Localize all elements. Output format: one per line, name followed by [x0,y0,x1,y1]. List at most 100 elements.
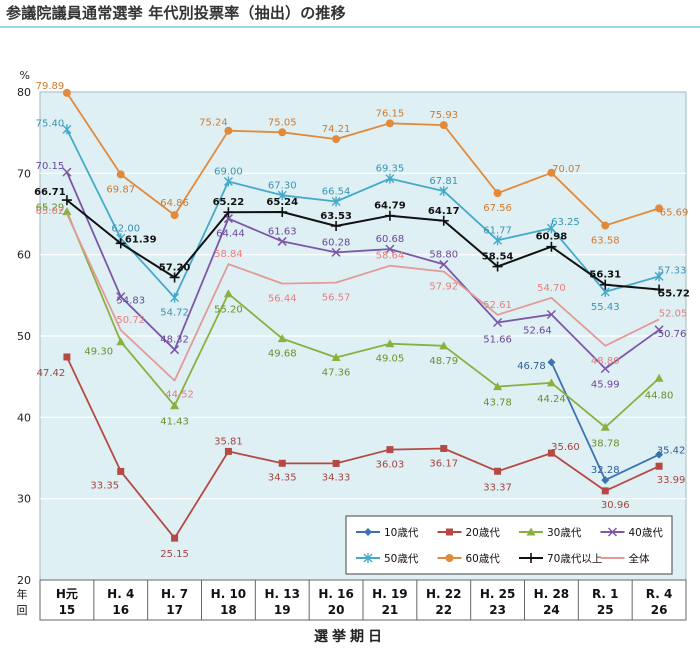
data-label: 75.93 [429,110,458,121]
page-title: 参議院議員通常選挙 年代別投票率（抽出）の推移 [6,4,346,22]
series-line [66,356,660,539]
data-point-triangle [62,207,72,216]
data-label: 74.21 [322,124,351,135]
data-label: 48.80 [591,356,620,367]
data-point-circle [439,121,448,130]
data-point-triangle [546,378,556,387]
series-line [66,129,660,299]
data-point-square [224,447,232,455]
data-label: 65.22 [213,197,245,208]
data-label: 44.24 [537,394,566,405]
x-tick-year: H元 [56,587,78,601]
data-label: 38.78 [591,438,620,449]
data-point-x [62,167,72,177]
x-tick-year: H. 25 [480,587,515,601]
x-tick-year: H. 19 [372,587,407,601]
data-label: 45.99 [591,380,620,391]
data-point-star [493,235,503,246]
data-label: 30.96 [601,500,630,511]
data-point-circle [224,126,233,135]
data-label: 54.72 [160,308,189,319]
data-point-x [607,527,618,537]
data-point-triangle [170,401,180,410]
data-label: 69.00 [214,166,243,177]
data-label: 32.28 [591,465,620,476]
legend-box [345,515,673,575]
data-label: 48.79 [429,356,458,367]
data-point-triangle [331,352,341,361]
data-point-square [547,449,555,457]
data-point-triangle [385,339,395,348]
data-point-plus [492,261,503,272]
data-label: 46.78 [517,361,546,372]
data-label: 60.68 [376,234,405,245]
data-label: 61.77 [483,225,512,236]
data-label: 55.20 [214,305,243,316]
data-point-square [386,446,394,454]
data-label: 55.43 [591,302,620,313]
legend-item: 70歳代以上 [519,553,602,565]
data-label: 58.84 [214,249,243,260]
legend-item: 40歳代 [600,527,664,539]
data-point-triangle [526,527,536,536]
data-point-circle [278,128,287,137]
data-label: 51.66 [483,334,512,345]
series-60歳代: 79.89 69.87 64.86 75.24 75.05 74.21 76.15 75.93… [36,81,689,247]
data-point-square [63,353,71,361]
data-label: 57.33 [658,265,687,276]
data-point-circle [116,170,125,179]
data-label: 57.20 [159,262,191,273]
series-line [66,211,660,429]
data-label: 62.00 [111,223,140,234]
data-label: 61.39 [125,234,157,245]
series-20歳代: 47.42 33.35 25.15 35.81 34.35 34.33 36.03 36.17… [37,353,686,560]
data-label: 35.81 [214,436,243,447]
legend-label: 全体 [629,552,650,565]
legend-item: 60歳代 [437,553,500,565]
data-label: 67.56 [483,203,512,214]
data-label: 65.02 [36,206,65,217]
data-point-triangle [223,289,233,298]
x-tick-year: R. 4 [646,587,673,601]
data-label: 67.30 [268,180,297,191]
y-tick-label: 70 [17,167,31,180]
x-tick-year: H. 7 [161,587,188,601]
y-tick-label: 60 [17,249,31,262]
data-label: 60.28 [322,237,351,248]
data-point-star [546,223,556,234]
data-label: 66.54 [322,186,351,197]
data-point-star [439,186,449,197]
data-point-x [277,236,287,246]
legend-item: 全体 [600,552,650,565]
data-point-square [332,459,340,467]
data-label: 65.29 [36,203,65,214]
data-point-square [655,462,663,470]
x-tick-year: H. 10 [211,587,246,601]
legend-label: 50歳代 [384,553,419,565]
data-point-plus [223,207,234,218]
data-label: 75.05 [268,117,297,128]
data-point-diamond [601,476,610,485]
data-point-x [439,259,449,269]
data-point-square [446,528,453,536]
data-point-diamond [364,528,372,536]
x-tick-year: H. 22 [426,587,461,601]
x-tick-round: 19 [274,603,291,617]
legend-label: 20歳代 [466,527,501,539]
data-label: 79.89 [36,81,65,92]
data-point-circle [601,221,610,230]
data-label: 33.37 [483,482,512,493]
data-label: 58.80 [429,249,458,260]
data-label: 52.05 [659,308,688,319]
data-point-plus [654,284,665,295]
data-label: 49.05 [376,354,405,365]
y-tick-label: 40 [17,411,31,424]
data-point-x [116,292,126,302]
x-tick-round: 25 [597,603,614,617]
data-label: 33.99 [657,475,686,486]
data-label: 52.61 [483,300,512,311]
data-label: 50.76 [658,329,687,340]
title-divider [0,26,700,28]
legend-label: 40歳代 [629,527,664,539]
